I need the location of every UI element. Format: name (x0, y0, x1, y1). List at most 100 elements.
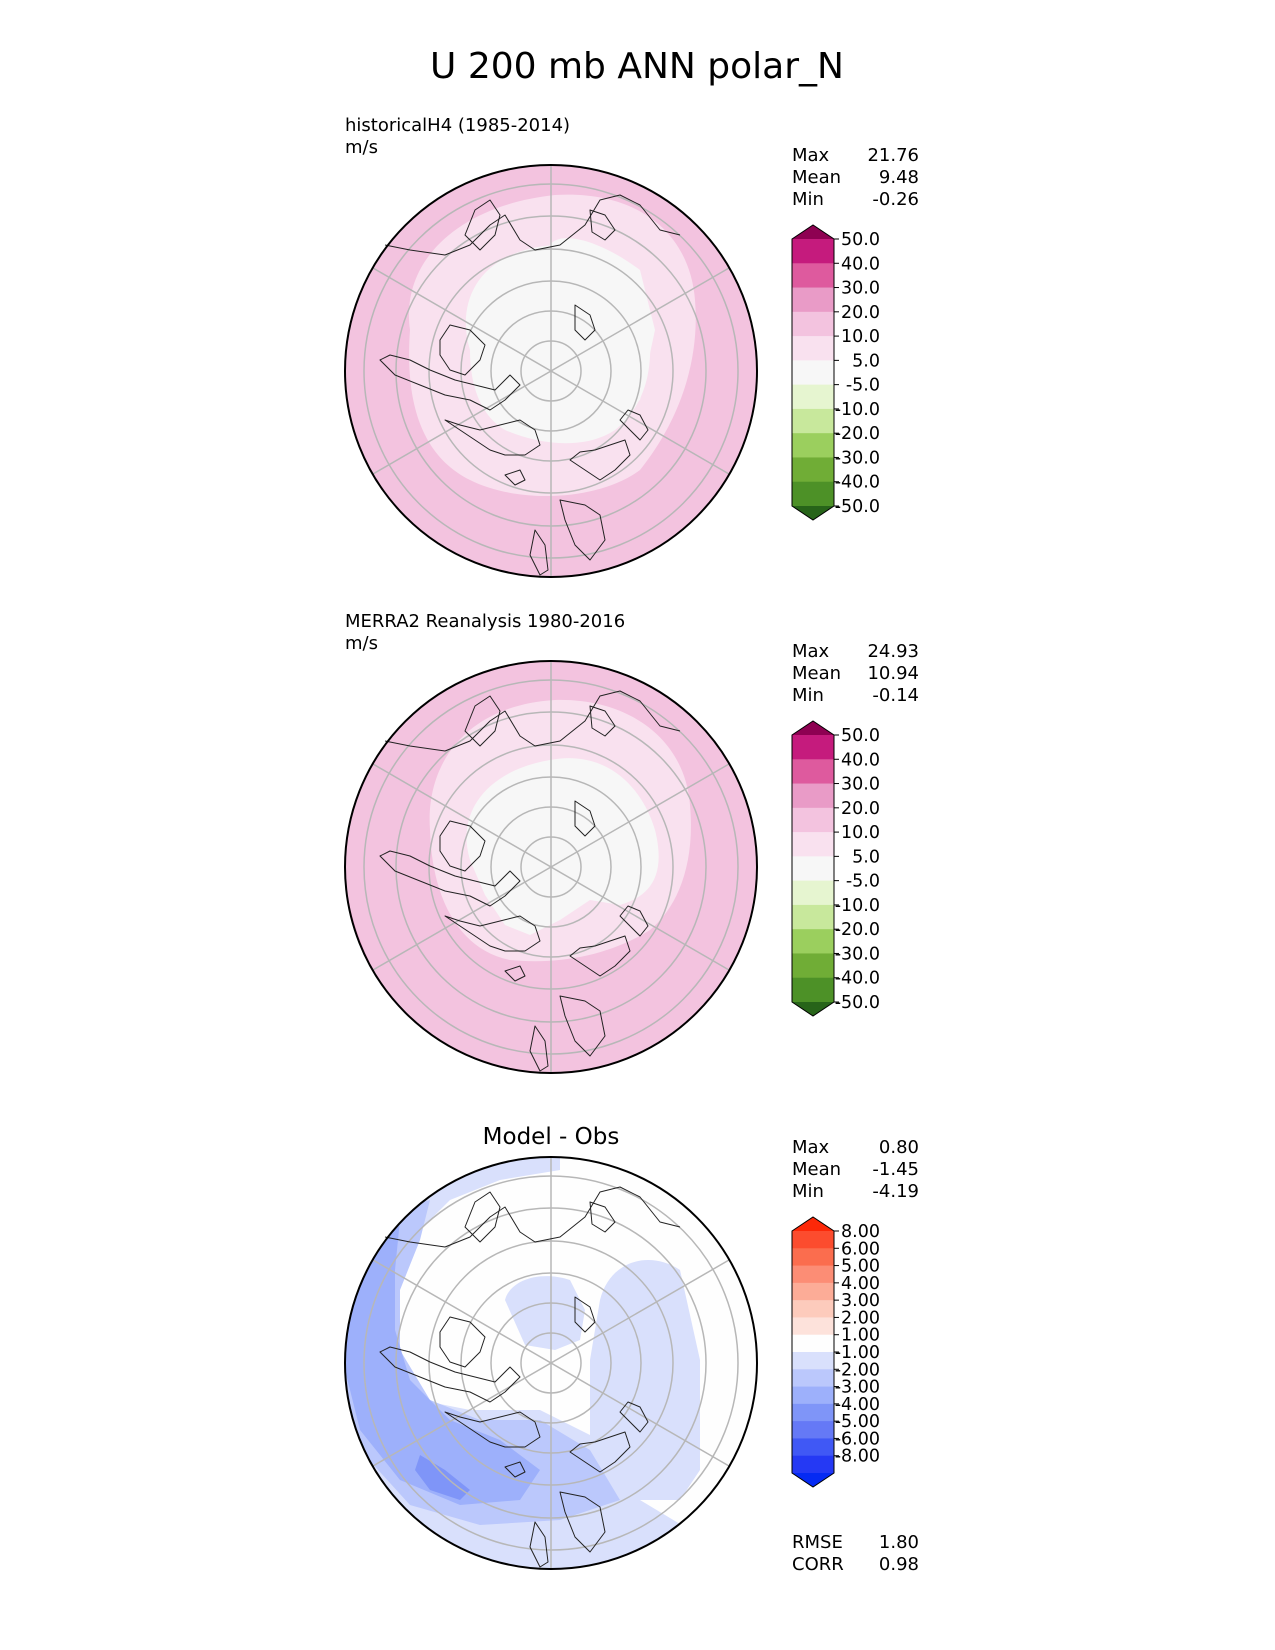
colorbar-tick-label: 50.0 (841, 726, 880, 746)
colorbar-segment (792, 336, 834, 361)
stat-value-max: 21.76 (867, 145, 919, 166)
colorbar-tick-label: 30.0 (841, 279, 880, 299)
colorbar-segment (792, 408, 834, 434)
stat-label-min: Min (792, 685, 824, 706)
panel-obs: MERRA2 Reanalysis 1980-2016 m/s (344, 611, 919, 1074)
colorbar-tick-label: -3.00 (835, 1378, 880, 1398)
colorbar-segment (792, 481, 834, 507)
panel-model-units: m/s (345, 137, 378, 158)
field-neg-1b (590, 1260, 700, 1500)
stat-label-rmse: RMSE (792, 1532, 843, 1553)
colorbar-segment (792, 457, 834, 483)
stat-label-mean: Mean (792, 167, 841, 188)
colorbar-segment (792, 1300, 834, 1318)
stat-value-mean: 10.94 (867, 663, 919, 684)
colorbar-segment (792, 1421, 834, 1439)
colorbar-segment (792, 1386, 834, 1405)
colorbar-tick-label: -5.0 (846, 872, 880, 892)
stat-label-min: Min (792, 1181, 824, 1202)
colorbar-segment (792, 1334, 834, 1353)
colorbar-segment (792, 384, 834, 410)
colorbar-segment (792, 1248, 834, 1267)
colorbar-extend-top (792, 225, 834, 239)
stat-label-mean: Mean (792, 1159, 841, 1180)
colorbar-segment (792, 1231, 834, 1249)
colorbar-segment (792, 929, 834, 954)
coastlines (379, 194, 681, 576)
panel-obs-units: m/s (345, 633, 378, 654)
colorbar-extend-top (792, 721, 834, 735)
colorbar-segment (792, 783, 834, 809)
colorbar-tick-label: 1.00 (841, 1326, 880, 1346)
colorbar-segment (792, 1352, 834, 1370)
stat-value-max: 24.93 (867, 641, 919, 662)
stat-label-corr: CORR (792, 1554, 844, 1575)
colorbar-tick-label: -50.0 (835, 497, 880, 517)
stats-box: Max 21.76 Mean 9.48 Min -0.26 (792, 145, 919, 210)
colorbar-extend-bottom (792, 1473, 834, 1487)
field-core-2 (550, 238, 655, 420)
colorbar-tick-label: -10.0 (835, 400, 880, 420)
colorbar-tick-label: 30.0 (841, 775, 880, 795)
colorbar-segment (792, 360, 834, 386)
colorbar-segment (792, 953, 834, 979)
colorbar-segment (792, 1369, 834, 1388)
coastlines (379, 690, 681, 1072)
colorbar-tick-label: -30.0 (835, 944, 880, 964)
colorbar-segment (792, 433, 834, 458)
colorbar-tick-label: 6.00 (841, 1239, 880, 1259)
colorbar-tick-label: 40.0 (841, 254, 880, 274)
field-neg-1c (505, 1276, 585, 1350)
stat-value-mean: -1.45 (872, 1159, 919, 1180)
stat-label-mean: Mean (792, 663, 841, 684)
field-core (466, 758, 659, 935)
colorbar-tick-label: 20.0 (841, 303, 880, 323)
colorbar-tick-label: 3.00 (841, 1291, 880, 1311)
colorbar: 8.006.005.004.003.002.001.00-1.00-2.00-3… (791, 1216, 880, 1488)
stat-label-max: Max (792, 145, 830, 166)
colorbar-segment (792, 287, 834, 313)
colorbar-tick-label: -20.0 (835, 424, 880, 444)
colorbar: 50.0 40.0 30.0 20.0 10.0 5.0 -5.0 -10.0 -20.0 -30… (791, 720, 880, 1017)
colorbar-tick-label: 4.00 (841, 1274, 880, 1294)
map-border (344, 164, 758, 578)
colorbar-segment (792, 1282, 834, 1301)
colorbar-extend-top (792, 1217, 834, 1231)
panel-model: historicalH4 (1985-2014) m/s (344, 115, 919, 578)
panel-obs-title: MERRA2 Reanalysis 1980-2016 (345, 611, 625, 632)
colorbar-tick-label: 50.0 (841, 230, 880, 250)
graticule (363, 165, 739, 577)
colorbar-outline (791, 1216, 835, 1488)
error-stats: RMSE 1.80 CORR 0.98 (792, 1532, 919, 1575)
colorbar-tick-label: -10.0 (835, 896, 880, 916)
stat-label-max: Max (792, 641, 830, 662)
colorbar-tick-label: 5.0 (852, 847, 880, 867)
colorbar-segment (792, 263, 834, 289)
colorbar-tick-label: 20.0 (841, 799, 880, 819)
colorbar-segment (792, 1438, 834, 1457)
stats-box: Max 0.80 Mean -1.45 Min -4.19 (792, 1137, 919, 1202)
graticule (363, 1157, 739, 1569)
stat-value-min: -0.14 (872, 685, 919, 706)
stat-value-mean: 9.48 (879, 167, 919, 188)
panel-model-title: historicalH4 (1985-2014) (345, 115, 570, 136)
colorbar-tick-label: 10.0 (841, 327, 880, 347)
colorbar-segment (792, 856, 834, 882)
colorbar-tick-label: -6.00 (835, 1429, 880, 1449)
colorbar-segment (792, 1317, 834, 1336)
colorbar-tick-label: -2.00 (835, 1360, 880, 1380)
colorbar-tick-label: 10.0 (841, 823, 880, 843)
colorbar: 50.0 40.0 30.0 20.0 10.0 5.0 -5.0 -10.0 -20.0 -30… (791, 224, 880, 521)
colorbar-segment (792, 1455, 834, 1474)
colorbar-segment (792, 1403, 834, 1422)
colorbar-segment (792, 1265, 834, 1284)
colorbar-extend-bottom (792, 1002, 834, 1016)
field-neg-4 (415, 1455, 470, 1500)
stat-value-max: 0.80 (879, 1137, 919, 1158)
stats-box: Max 24.93 Mean 10.94 Min -0.14 (792, 641, 919, 706)
colorbar-tick-label: -4.00 (835, 1395, 880, 1415)
map-border (344, 660, 758, 1074)
panel-diff: Model - Obs (344, 1124, 919, 1575)
colorbar-tick-label: -8.00 (835, 1447, 880, 1467)
